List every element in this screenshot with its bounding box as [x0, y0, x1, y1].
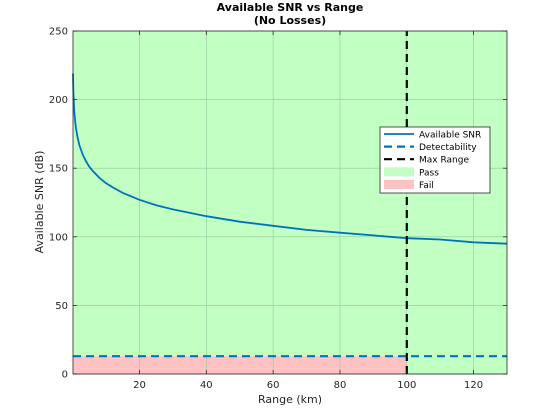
x-tick-label: 20 [133, 380, 146, 391]
chart-subtitle: (No Losses) [254, 14, 326, 27]
ticks-layer: 20 40 60 80 100 120 0 50 100 150 200 250 [49, 27, 507, 391]
y-tick-label: 150 [49, 164, 68, 175]
legend-label-pass: Pass [419, 168, 439, 178]
pass-region-low [406, 356, 507, 374]
fail-region [73, 356, 407, 374]
x-tick-label: 100 [397, 380, 416, 391]
x-tick-label: 120 [464, 380, 483, 391]
legend-label-detectability: Detectability [419, 143, 477, 153]
series-available-snr-line [72, 73, 508, 245]
legend-label-available-snr: Available SNR [419, 131, 481, 141]
y-tick-label: 200 [49, 95, 68, 106]
regions-layer [73, 31, 507, 374]
x-tick-label: 40 [200, 380, 213, 391]
legend-swatch-fail [384, 179, 414, 189]
series-layer [72, 31, 508, 374]
y-tick-label: 100 [49, 232, 68, 243]
legend-entries: Available SNR Detectability Max Range Pass F… [384, 131, 481, 191]
y-axis-label: Available SNR (dB) [33, 151, 46, 254]
legend-swatch-pass [384, 167, 414, 177]
legend-label-max-range: Max Range [419, 156, 469, 166]
chart-title: Available SNR vs Range [217, 1, 364, 14]
axes-box [72, 30, 508, 375]
pass-region [73, 31, 507, 357]
x-tick-label: 80 [334, 380, 347, 391]
legend-label-fail: Fail [419, 181, 434, 191]
y-tick-label: 250 [49, 27, 68, 38]
legend: Available SNR Detectability Max Range Pass F… [379, 126, 491, 194]
y-tick-label: 0 [62, 370, 68, 381]
x-axis-label: Range (km) [258, 393, 322, 406]
x-tick-label: 60 [267, 380, 280, 391]
y-tick-label: 50 [55, 301, 68, 312]
